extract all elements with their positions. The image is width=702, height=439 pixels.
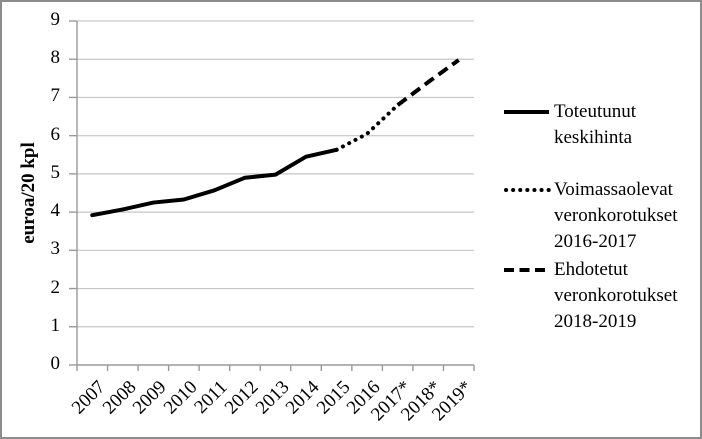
legend-item-ehdotetut-veronkorotukset: Ehdotetut veronkorotukset 2018-2019 <box>502 257 700 335</box>
legend: Toteutunut keskihinta Voimassaolevat ver… <box>502 99 700 335</box>
legend-line-dashed-icon <box>504 268 550 272</box>
y-tick-label: 5 <box>50 161 61 183</box>
series-line-dotted <box>334 103 400 152</box>
legend-label-toteutunut-keskihinta: Toteutunut keskihinta <box>554 101 637 148</box>
series-line-dashed <box>396 58 460 107</box>
y-tick-label: 2 <box>50 276 61 298</box>
y-tick-label: 7 <box>50 85 61 107</box>
legend-line-dotted-icon <box>504 188 551 192</box>
y-tick-label: 1 <box>50 314 61 336</box>
legend-label-voimassaolevat-veronkorotukset: Voimassaolevat veronkorotukset 2016-2017 <box>554 179 678 252</box>
legend-item-toteutunut-keskihinta: Toteutunut keskihinta <box>502 99 700 151</box>
y-tick-label: 9 <box>50 9 61 30</box>
y-tick-label: 6 <box>50 123 61 145</box>
legend-item-voimassaolevat-veronkorotukset: Voimassaolevat veronkorotukset 2016-2017 <box>502 177 700 255</box>
y-tick-label: 3 <box>50 238 61 260</box>
legend-label-ehdotetut-veronkorotukset: Ehdotetut veronkorotukset 2018-2019 <box>554 259 678 332</box>
series-line-solid <box>90 147 339 218</box>
y-tick-label: 0 <box>50 353 61 374</box>
y-tick-label: 8 <box>50 47 61 69</box>
legend-line-solid-icon <box>504 110 549 114</box>
y-tick-label: 4 <box>50 200 61 222</box>
